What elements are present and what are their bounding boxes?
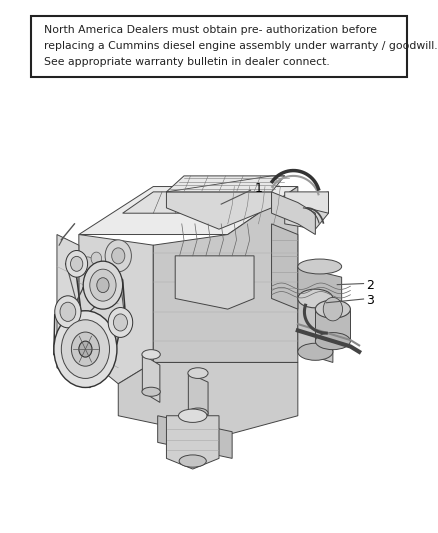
Ellipse shape [142,387,160,397]
Text: 2: 2 [366,279,374,292]
Circle shape [91,252,102,265]
Polygon shape [118,362,298,437]
Circle shape [71,332,99,366]
Text: See appropriate warranty bulletin in dealer connect.: See appropriate warranty bulletin in dea… [44,57,329,67]
Ellipse shape [178,409,207,422]
Ellipse shape [142,350,160,359]
Circle shape [54,311,117,387]
Polygon shape [285,192,328,229]
Circle shape [113,314,127,331]
Polygon shape [175,256,254,309]
Polygon shape [298,298,333,362]
Circle shape [79,341,92,357]
Text: North America Dealers must obtain pre- authorization before: North America Dealers must obtain pre- a… [44,25,377,35]
Polygon shape [166,192,272,229]
Polygon shape [57,235,79,378]
Circle shape [97,278,109,293]
Polygon shape [285,192,328,213]
Ellipse shape [298,259,342,274]
Polygon shape [166,176,285,192]
Ellipse shape [298,289,333,308]
Polygon shape [158,416,232,458]
Polygon shape [272,224,298,309]
Polygon shape [272,192,315,235]
Circle shape [108,308,133,337]
Circle shape [61,320,110,378]
Polygon shape [315,309,350,341]
Circle shape [323,297,343,321]
Polygon shape [153,187,298,362]
Ellipse shape [315,300,350,318]
Circle shape [83,261,123,309]
Polygon shape [166,416,219,469]
FancyBboxPatch shape [31,16,407,77]
Circle shape [90,269,116,301]
Polygon shape [188,373,208,422]
Text: replacing a Cummins diesel engine assembly under warranty / goodwill.: replacing a Cummins diesel engine assemb… [44,41,438,51]
Polygon shape [79,187,298,235]
Polygon shape [123,192,272,213]
Circle shape [71,256,83,271]
Circle shape [60,302,76,321]
Circle shape [80,257,95,276]
Circle shape [55,296,81,328]
Circle shape [105,240,131,272]
Polygon shape [79,235,153,384]
Ellipse shape [188,408,208,418]
Text: 3: 3 [366,294,374,307]
Circle shape [66,251,88,277]
Ellipse shape [298,343,333,360]
Text: 1: 1 [255,182,263,195]
Ellipse shape [315,333,350,350]
Ellipse shape [188,368,208,378]
Circle shape [112,248,125,264]
Polygon shape [142,354,160,402]
Ellipse shape [179,455,206,467]
Polygon shape [298,266,342,309]
